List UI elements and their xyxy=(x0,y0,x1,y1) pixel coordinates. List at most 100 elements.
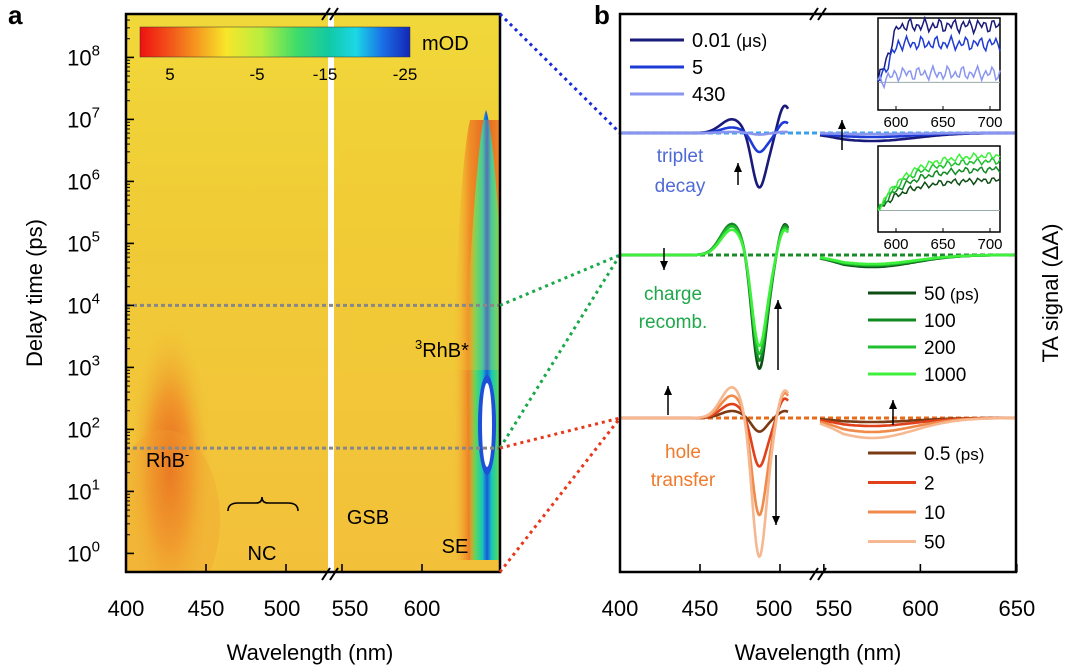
spectrum-line xyxy=(620,385,790,559)
legend-label: 200 xyxy=(924,338,956,359)
annotation-rhb-triplet: 3RhB* xyxy=(415,337,469,362)
legend-label: 1000 xyxy=(924,365,966,386)
y-tick-label: 101 xyxy=(67,476,100,504)
y-tick-label: 106 xyxy=(67,166,100,194)
panel-a-label: a xyxy=(8,0,23,30)
connector-line xyxy=(499,416,621,450)
spectrum-line xyxy=(620,228,790,348)
group-label-charge-line2: recomb. xyxy=(639,312,708,333)
x-tick-label: 600 xyxy=(404,596,441,621)
inset-frame xyxy=(877,17,1001,111)
x-tick-label: 500 xyxy=(756,596,793,621)
colorbar-title: mOD xyxy=(422,33,469,55)
inset-tick-label: 650 xyxy=(930,114,955,131)
legend-label: 0.5 (ps) xyxy=(924,444,984,465)
colorbar-tick: -5 xyxy=(249,65,264,84)
arrow-head xyxy=(774,300,782,309)
spectrum-line xyxy=(820,131,1017,136)
x-tick-label: 550 xyxy=(816,596,853,621)
colorbar-tick: -25 xyxy=(393,65,418,84)
spectra-x-axis: 400 450 500 550 600 650 xyxy=(602,564,1036,621)
legend-label: 10 xyxy=(924,503,945,524)
spectrum-line xyxy=(819,253,1017,266)
arrow-head xyxy=(660,261,668,270)
spectrum-line xyxy=(620,391,790,517)
insets: 600 650 700 600 650 700 xyxy=(877,15,1003,253)
group-label-charge-line1: charge xyxy=(644,284,702,305)
colorbar-tick: -15 xyxy=(313,65,338,84)
x-tick-label: 650 xyxy=(999,596,1036,621)
heatmap-guide-lines xyxy=(126,303,500,450)
inset-tick-label: 700 xyxy=(977,236,1002,253)
connector-line xyxy=(498,12,622,135)
spectrum-line xyxy=(620,120,789,154)
x-tick-label: 450 xyxy=(682,596,719,621)
panel-b-label: b xyxy=(594,0,610,30)
inset-line xyxy=(877,33,1001,82)
inset-tick-label: 650 xyxy=(930,236,955,253)
inset-tick-label: 600 xyxy=(883,114,908,131)
inset-line xyxy=(877,156,1001,210)
colorbar: mOD 5 -5 -15 -25 xyxy=(139,26,469,84)
group-label-hole-line2: transfer xyxy=(651,470,716,491)
colorbar-tick: 5 xyxy=(165,65,174,84)
spectra-frame xyxy=(618,12,1018,574)
y-tick-label: 104 xyxy=(67,290,100,318)
spectra-x-label: Wavelength (nm) xyxy=(735,640,902,665)
legend-label: 100 xyxy=(924,311,956,332)
break-mark-top xyxy=(809,7,827,21)
connector-line xyxy=(499,253,621,307)
legend-label: 5 xyxy=(692,57,703,79)
legend-label: 430 xyxy=(692,84,725,106)
heatmap-y-axis: 100 101 102 103 104 105 106 107 108 xyxy=(67,13,134,566)
gsb-region xyxy=(515,450,605,590)
annotation-se: SE xyxy=(442,536,469,558)
heatmap-break-stripe xyxy=(328,14,334,572)
inset: 600 650 700 xyxy=(877,15,1003,131)
inset-tick-label: 700 xyxy=(977,114,1002,131)
inset-frame xyxy=(877,145,1001,233)
spectra-y-label: TA signal (ΔA) xyxy=(1038,224,1063,363)
inset-line xyxy=(877,15,1001,83)
group-label-hole-line1: hole xyxy=(665,442,701,463)
x-tick-label: 550 xyxy=(332,596,369,621)
break-mark-bottom xyxy=(809,567,827,581)
ta-spectra-panel xyxy=(620,104,1017,559)
legend-label: 2 xyxy=(924,474,935,495)
arrow-head xyxy=(772,516,780,525)
break-mark-bottom xyxy=(321,567,339,581)
y-tick-label: 105 xyxy=(67,228,100,256)
legends: 0.01 (μs) 5 430 50 (ps) 100 200 1000 0.5 (ps) 2 1… xyxy=(630,30,984,554)
spectra-axis-break xyxy=(809,7,827,581)
legend-label: 0.01 (μs) xyxy=(692,30,767,52)
x-tick-label: 400 xyxy=(602,596,639,621)
inset-tick-label: 600 xyxy=(883,236,908,253)
y-tick-label: 100 xyxy=(67,538,100,566)
heatmap-frame xyxy=(124,12,502,574)
heatmap-y-label: Delay time (ps) xyxy=(22,219,47,367)
spectrum-line xyxy=(620,397,789,468)
arrow-head xyxy=(838,120,846,129)
heatmap-panel xyxy=(126,14,605,590)
inset-line xyxy=(877,63,1001,90)
legend-label: 50 xyxy=(924,533,945,554)
x-tick-label: 600 xyxy=(902,596,939,621)
inset-line xyxy=(877,177,1001,211)
arrow-head xyxy=(889,400,897,409)
annotation-nc: NC xyxy=(248,543,277,565)
inset-line xyxy=(877,151,1001,211)
colorbar-gradient xyxy=(139,26,411,58)
group-label-triplet-line1: triplet xyxy=(657,146,704,167)
arrow-head xyxy=(734,163,742,172)
x-tick-label: 500 xyxy=(264,596,301,621)
legend-label: 50 (ps) xyxy=(924,284,979,305)
bleach-core-white xyxy=(482,383,492,467)
rhb-minus-region xyxy=(128,320,212,572)
connector-lines xyxy=(498,12,622,573)
y-tick-label: 102 xyxy=(67,414,100,442)
heatmap-x-axis: 400 450 500 550 600 xyxy=(108,564,441,621)
x-tick-label: 400 xyxy=(108,596,145,621)
x-tick-label: 450 xyxy=(188,596,225,621)
annotation-rhb-minus: RhB- xyxy=(146,447,189,472)
